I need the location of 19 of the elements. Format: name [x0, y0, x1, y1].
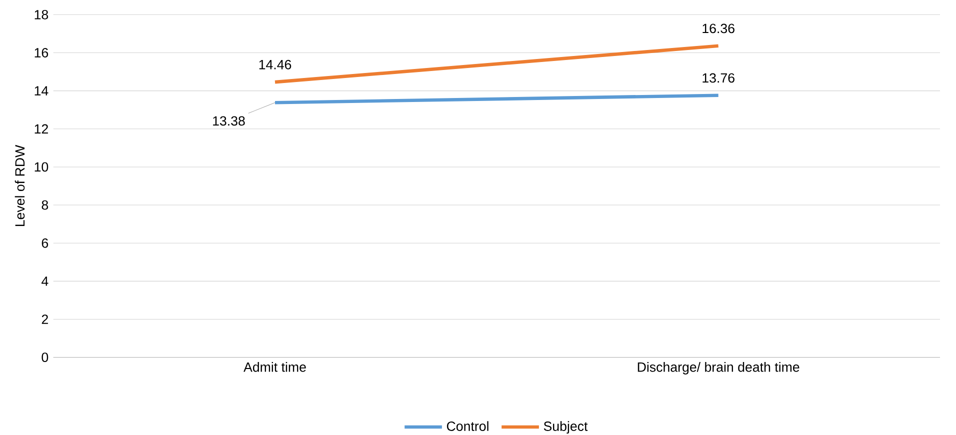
x-tick-label: Discharge/ brain death time	[638, 362, 800, 375]
y-tick-label: 10	[34, 162, 48, 172]
y-tick-label: 18	[34, 10, 48, 20]
y-tick-label: 12	[34, 124, 48, 134]
x-tick-label: Admit time	[244, 362, 306, 372]
y-tick-label: 4	[42, 276, 48, 286]
y-tick-label: 2	[42, 314, 48, 324]
y-tick-label: 6	[42, 238, 48, 248]
data-label: 13.76	[702, 73, 734, 83]
y-tick-label: 0	[42, 352, 48, 362]
legend-label: Subject	[544, 421, 588, 434]
data-label: 14.46	[259, 60, 292, 70]
y-tick-label: 16	[34, 48, 48, 58]
data-label: 13.38	[213, 116, 245, 126]
y-axis-title: Level of RDW	[14, 145, 25, 226]
y-tick-label: 8	[42, 200, 48, 210]
legend-label: Control	[446, 421, 488, 432]
y-tick-label: 14	[34, 86, 48, 96]
data-label: 16.36	[702, 24, 734, 34]
